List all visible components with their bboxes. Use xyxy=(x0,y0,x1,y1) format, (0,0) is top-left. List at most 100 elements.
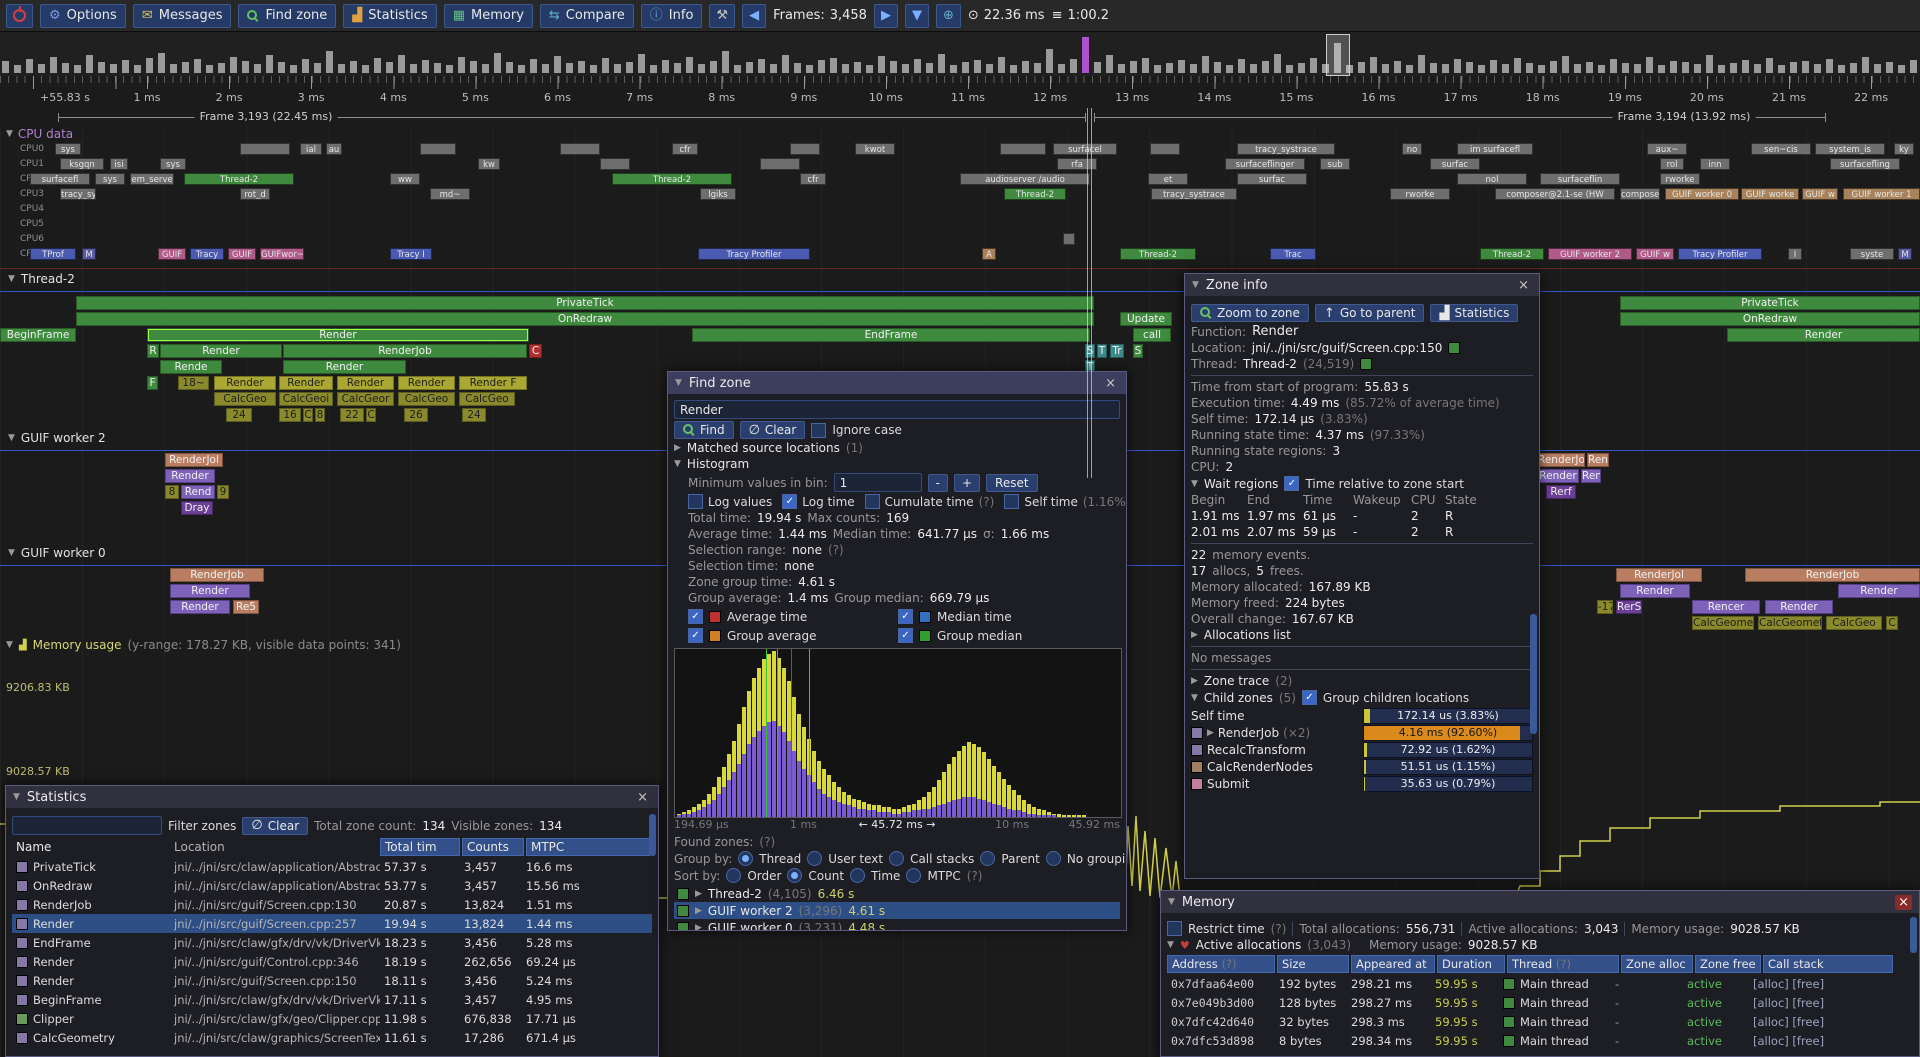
frame-bar[interactable] xyxy=(134,65,141,73)
sort-by-time-radio[interactable] xyxy=(850,868,866,883)
frame-bar[interactable] xyxy=(710,61,717,73)
frame-bar[interactable] xyxy=(206,65,213,73)
toolbar-find-zone-button[interactable]: Find zone xyxy=(238,3,337,28)
frame-bar[interactable] xyxy=(734,65,741,73)
expand-icon[interactable]: ▶ xyxy=(1191,676,1198,686)
timeline-zone[interactable]: call xyxy=(1133,328,1171,342)
timeline-zone[interactable]: F xyxy=(147,376,158,390)
cpu-zone[interactable]: cfr xyxy=(800,173,826,185)
frame-bar[interactable] xyxy=(26,59,33,73)
frame-bar[interactable] xyxy=(1058,64,1065,73)
reset-button[interactable]: Reset xyxy=(986,473,1038,492)
column-header-duration[interactable]: Duration xyxy=(1437,955,1505,973)
increment-button[interactable]: + xyxy=(953,473,981,492)
frame-bar[interactable] xyxy=(866,65,873,73)
frame-bar[interactable] xyxy=(1286,65,1293,73)
child-zone-row[interactable]: Submit 35.63 us (0.79%) xyxy=(1191,775,1533,792)
cpu-zone[interactable]: I xyxy=(1788,248,1802,260)
cpu-zone[interactable]: rot_d xyxy=(240,188,270,200)
frame-bar[interactable] xyxy=(458,57,465,73)
frame-bar[interactable] xyxy=(98,62,105,73)
statistics-row[interactable]: Render jni/../jni/src/guif/Screen.cpp:257… xyxy=(12,914,652,933)
expand-icon[interactable]: ▶ xyxy=(695,922,702,931)
cpu-zone[interactable]: tracy_systrace xyxy=(1151,188,1237,200)
wait-column-wakeup[interactable]: Wakeup xyxy=(1353,493,1401,507)
frame-bar[interactable] xyxy=(602,58,609,73)
cpu-zone[interactable]: rol xyxy=(1660,158,1684,170)
frame-bar[interactable] xyxy=(1754,64,1761,73)
cpu-zone[interactable]: md~ xyxy=(430,188,470,200)
timeline-zone[interactable]: PrivateTick xyxy=(76,296,1094,310)
frame-bar[interactable] xyxy=(1094,62,1101,73)
timeline-zone[interactable]: Render xyxy=(279,376,333,390)
frame-bar[interactable] xyxy=(698,64,705,73)
thread-header-guif-worker-2[interactable]: ▼ GUIF worker 2 xyxy=(8,431,106,445)
frame-bar[interactable] xyxy=(422,60,429,73)
frame-bar[interactable] xyxy=(1910,60,1917,73)
frame-bar[interactable] xyxy=(614,64,621,73)
frame-bar[interactable] xyxy=(182,62,189,73)
timeline-zone[interactable]: RenderJol xyxy=(1616,568,1702,582)
cpu-zone[interactable]: aux~ xyxy=(1647,143,1687,155)
wait-column-time[interactable]: Time xyxy=(1303,493,1333,507)
cpu-zone[interactable] xyxy=(420,143,456,155)
expand-icon[interactable]: ▶ xyxy=(674,443,681,453)
frame-bar[interactable] xyxy=(1802,61,1809,73)
frame-bar[interactable] xyxy=(326,51,333,73)
statistics-row[interactable]: Clipper jni/../jni/src/claw/gfx/geo/Clipp… xyxy=(12,1009,652,1028)
timeline-zone[interactable]: OnRedraw xyxy=(76,312,1094,326)
timeline-zone[interactable]: RenderJob xyxy=(170,568,264,582)
cpu-zone[interactable]: surfaceflinger xyxy=(1225,158,1305,170)
timeline-zone[interactable]: OnRedraw xyxy=(1620,312,1920,326)
frame-dropdown-button[interactable]: ▼ xyxy=(904,3,929,28)
cpu-zone[interactable]: rworke xyxy=(1660,173,1700,185)
memory-titlebar[interactable]: ▼ Memory × xyxy=(1161,891,1919,913)
collapse-icon[interactable]: ▼ xyxy=(674,459,681,469)
timeline-zone[interactable]: 8 xyxy=(315,408,325,422)
child-zone-row[interactable]: Self time 172.14 us (3.83%) xyxy=(1191,707,1533,724)
cpu-zone[interactable]: surfacefl xyxy=(30,173,90,185)
timeline-zone[interactable]: RenderJob xyxy=(1745,568,1920,582)
cpu-zone[interactable] xyxy=(1063,233,1075,245)
log-values-checkbox[interactable] xyxy=(688,494,703,509)
allocation-row[interactable]: 0x7dfc53d898 8 bytes 298.34 ms 59.95 s Main … xyxy=(1171,1033,1825,1048)
frame-bar[interactable] xyxy=(14,65,21,73)
frame-bar[interactable] xyxy=(122,60,129,73)
cpu-zone[interactable]: Tracy Profiler xyxy=(1678,248,1762,260)
group-by-parent-radio[interactable] xyxy=(980,851,996,866)
frame-bar[interactable] xyxy=(782,55,789,73)
cpu-zone[interactable]: Thread-2 xyxy=(1120,248,1196,260)
timeline-zone[interactable]: CalcGeo xyxy=(1826,616,1882,630)
ignore-case-checkbox[interactable] xyxy=(811,422,827,438)
filter-zones-input[interactable] xyxy=(12,816,162,835)
frame-bar[interactable] xyxy=(1502,64,1509,73)
frame-bar[interactable] xyxy=(1082,37,1089,73)
toolbar-memory-button[interactable]: ▦ Memory xyxy=(443,3,533,28)
timeline-zone[interactable]: CalcGeome xyxy=(1692,616,1754,630)
allocation-row[interactable]: 0x7e049b3d00 128 bytes 298.27 ms 59.95 s Mai… xyxy=(1171,995,1825,1010)
frame-bar[interactable] xyxy=(1262,61,1269,73)
decrement-button[interactable]: - xyxy=(927,473,948,492)
frame-bar[interactable] xyxy=(770,64,777,73)
column-header-appeared-at[interactable]: Appeared at xyxy=(1351,955,1435,973)
frame-bar[interactable] xyxy=(1466,62,1473,73)
median-time-checkbox[interactable] xyxy=(898,609,913,624)
frame-bar[interactable] xyxy=(1250,64,1257,73)
frame-bar[interactable] xyxy=(446,65,453,73)
frame-bar[interactable] xyxy=(530,59,537,73)
frame-bar[interactable] xyxy=(1790,62,1797,73)
timeline-zone[interactable]: 9 xyxy=(217,485,229,499)
cpu-zone[interactable] xyxy=(560,143,600,155)
frame-bar[interactable] xyxy=(1874,64,1881,73)
frame-bar[interactable] xyxy=(1850,63,1857,73)
wait-column-end[interactable]: End xyxy=(1247,493,1270,507)
timeline-zone[interactable]: Rende xyxy=(160,360,222,374)
expand-icon[interactable]: ▶ xyxy=(695,888,702,899)
wait-region-row[interactable]: 1.91 ms 1.97 ms 61 μs -2 R xyxy=(1191,509,1454,523)
frame-bar[interactable] xyxy=(1634,64,1641,73)
column-header-counts[interactable]: Counts xyxy=(462,838,524,856)
scrollbar-thumb[interactable] xyxy=(1910,917,1917,953)
wait-column-begin[interactable]: Begin xyxy=(1191,493,1226,507)
cpu-zone[interactable]: M xyxy=(1898,248,1912,260)
cpu-zone[interactable]: GUIF worker 2 xyxy=(1548,248,1632,260)
